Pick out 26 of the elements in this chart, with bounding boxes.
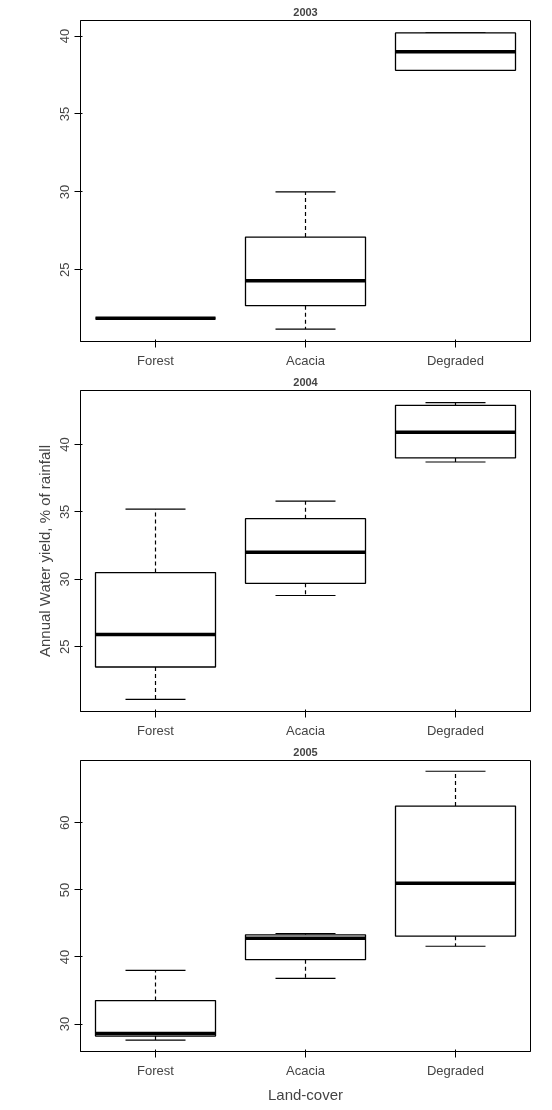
x-tick-label: Acacia	[285, 352, 326, 368]
y-tick-label: 35	[57, 106, 73, 122]
y-tick-label: 40	[57, 28, 73, 44]
x-tick-label: Acacia	[285, 722, 326, 738]
x-tick-label: Forest	[137, 1062, 175, 1078]
y-tick-label: 35	[57, 504, 73, 520]
y-tick-label: 40	[57, 437, 73, 452]
y-tick-label: 50	[57, 882, 73, 898]
x-tick-label: Degraded	[426, 352, 485, 368]
x-tick-label: Degraded	[426, 722, 485, 738]
y-tick-label: 60	[57, 815, 73, 831]
y-tick-label: 25	[57, 262, 73, 278]
x-tick-label: Forest	[137, 722, 175, 738]
x-axis-title: Land-cover	[267, 1085, 344, 1103]
chart-title: 2004	[293, 375, 319, 388]
y-tick-label: 40	[57, 949, 73, 965]
y-tick-label: 30	[57, 184, 73, 200]
chart-title: 2003	[293, 5, 318, 18]
y-axis-title: Annual Water yield, % of rainfall	[35, 444, 53, 658]
y-tick-label: 30	[57, 1016, 73, 1032]
x-tick-label: Degraded	[426, 1062, 485, 1078]
chart-title: 2005	[293, 745, 318, 758]
x-tick-label: Acacia	[285, 1062, 326, 1078]
x-tick-label: Forest	[137, 352, 175, 368]
y-tick-label: 25	[57, 639, 73, 654]
y-tick-label: 30	[57, 572, 73, 587]
